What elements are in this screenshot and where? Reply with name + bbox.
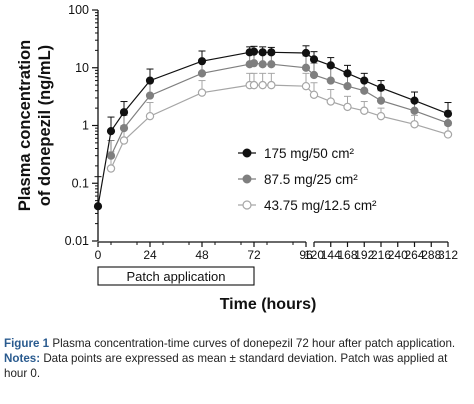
legend-entry: 43.75 mg/12.5 cm²: [238, 198, 377, 213]
notes-line: Notes: Data points are expressed as mean…: [4, 351, 470, 381]
y-axis-label-line-1: Plasma concentration: [16, 40, 34, 211]
data-point: [119, 108, 129, 117]
data-point: [360, 76, 369, 85]
x-tick-label: 216: [371, 248, 391, 262]
data-point: [410, 96, 419, 105]
data-point: [197, 69, 207, 78]
y-tick-label: 0.01: [65, 234, 89, 248]
data-point: [267, 80, 276, 90]
x-tick-label: 120: [304, 248, 324, 262]
x-tick-label: 168: [337, 248, 357, 262]
data-point: [410, 120, 419, 129]
data-point: [106, 164, 116, 173]
series-line: [110, 62, 449, 156]
x-tick-label: 312: [438, 248, 458, 262]
y-tick-label: 0.1: [72, 176, 89, 190]
data-point: [326, 61, 335, 70]
data-point: [119, 136, 129, 145]
y-axis-label: Plasma concentration of donepezil (ng/mL): [16, 40, 54, 211]
data-point: [376, 83, 386, 92]
figure-caption: Figure 1 Plasma concentration-time curve…: [4, 336, 470, 381]
legend-label: 43.75 mg/12.5 cm²: [264, 198, 377, 213]
data-point: [360, 106, 369, 115]
data-point: [376, 96, 386, 105]
data-point: [145, 76, 155, 85]
x-axis-label: Time (hours): [220, 296, 317, 313]
figure-label: Figure 1: [4, 337, 50, 350]
x-tick-label: 96: [299, 248, 313, 262]
x-tick-label: 0: [95, 248, 102, 262]
x-tick-label: 264: [404, 248, 424, 262]
data-point: [309, 90, 319, 100]
chart: 0.01 0.1 1 10 100 0 24 48 72 96120144168192216240…: [16, 3, 459, 313]
data-point: [443, 130, 453, 139]
figure-caption-line: Figure 1 Plasma concentration-time curve…: [4, 336, 470, 351]
data-point: [343, 69, 352, 78]
series-1: [93, 45, 453, 211]
data-point: [443, 119, 453, 128]
y-tick-label: 100: [68, 3, 89, 17]
patch-application-label: Patch application: [126, 269, 225, 284]
axes: 0.01 0.1 1 10 100 0 24 48 72 96120144168192216240…: [65, 3, 459, 262]
data-point: [301, 48, 311, 58]
data-point: [301, 63, 311, 72]
data-point: [197, 57, 207, 66]
legend-label: 175 mg/50 cm²: [264, 146, 355, 161]
data-point: [106, 126, 116, 136]
notes-text: Data points are expressed as mean ± stan…: [4, 352, 448, 380]
legend-marker: [242, 174, 252, 184]
data-point: [249, 80, 259, 90]
x-tick-label: 192: [354, 248, 374, 262]
patch-application-box: [97, 266, 255, 286]
data-point: [197, 88, 207, 97]
notes-label: Notes:: [4, 352, 41, 365]
figure-text: Plasma concentration-time curves of done…: [52, 337, 456, 350]
x-tick-label: 288: [421, 248, 441, 262]
legend-marker: [242, 200, 252, 210]
data-point: [376, 111, 386, 121]
data-point: [301, 81, 311, 91]
x-tick-label: 24: [143, 248, 157, 262]
data-point: [145, 111, 155, 121]
legend-entry: 87.5 mg/25 cm²: [238, 172, 358, 187]
y-axis-label-line-2: of donepezil (ng/mL): [36, 45, 54, 206]
y-tick-label: 1: [82, 119, 89, 133]
legend-label: 87.5 mg/25 cm²: [264, 172, 358, 187]
data-point: [267, 60, 276, 69]
data-point: [267, 48, 276, 57]
y-tick-label: 10: [75, 61, 89, 75]
x-tick-label: 48: [195, 248, 209, 262]
data-point: [360, 86, 369, 95]
data-point: [93, 202, 103, 211]
data-point: [258, 80, 267, 90]
data-point: [443, 109, 453, 118]
series-line: [110, 84, 449, 169]
data-point: [410, 106, 419, 115]
legend: 175 mg/50 cm² 87.5 mg/25 cm² 43.75 mg/12.5…: [238, 146, 377, 213]
data-point: [309, 55, 319, 64]
x-tick-label: 240: [388, 248, 408, 262]
data-point: [326, 97, 335, 106]
annotation: Patch application: [97, 266, 255, 286]
data-point: [343, 102, 352, 112]
data-point: [249, 47, 259, 56]
data-point: [119, 124, 129, 133]
data-point: [343, 82, 352, 91]
data-point: [106, 151, 116, 160]
data-point: [258, 60, 267, 69]
data-point: [326, 76, 335, 85]
legend-entry: 175 mg/50 cm²: [238, 146, 355, 161]
data-point: [258, 48, 267, 57]
series-2: [106, 52, 453, 160]
data-point: [145, 91, 155, 100]
data-point: [249, 59, 259, 68]
data-point: [309, 70, 319, 80]
x-tick-label: 144: [321, 248, 341, 262]
series-layer: [93, 45, 453, 211]
legend-marker: [242, 148, 252, 158]
x-tick-label: 72: [247, 248, 261, 262]
